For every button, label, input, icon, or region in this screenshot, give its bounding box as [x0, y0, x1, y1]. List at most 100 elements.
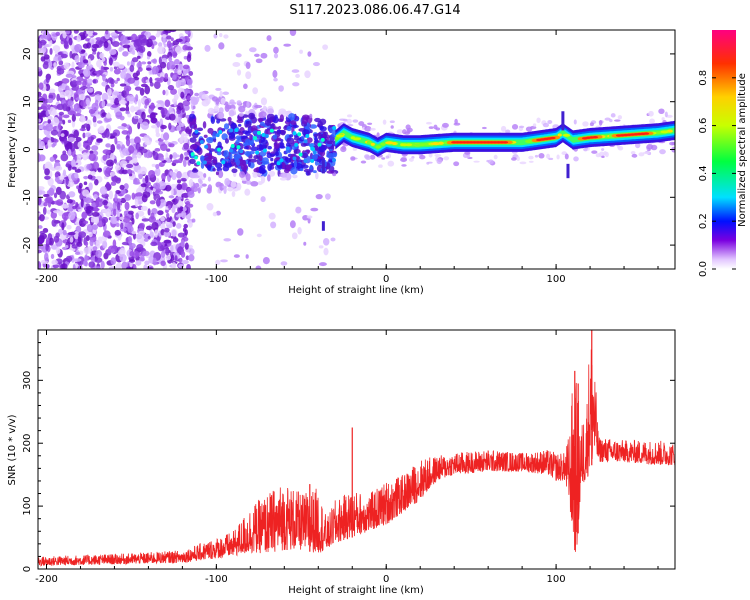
- spectrogram-transition-blob: [227, 187, 234, 192]
- spectrogram-noise-blob: [182, 207, 187, 212]
- spectrogram-noise-blob: [57, 123, 62, 130]
- spectrogram-transition-blob: [257, 181, 263, 186]
- spectrogram-hotspot: [229, 128, 234, 133]
- spectrogram-marks: [38, 30, 675, 269]
- spectrogram-noise-blob: [183, 151, 189, 156]
- spectrogram-noise-blob: [140, 61, 147, 65]
- spectrogram-transition-blob: [289, 30, 297, 36]
- spectrogram-halo-blob: [400, 157, 408, 163]
- spectrogram-noise-blob: [160, 76, 165, 81]
- spectrogram-transition-blob: [245, 173, 251, 181]
- spectrogram-halo-blob: [419, 155, 426, 160]
- spectrogram-transition-blob: [207, 107, 215, 115]
- spectrogram-noise-blob: [109, 78, 115, 85]
- spectrogram-noise-blob: [163, 239, 172, 244]
- spectrogram-noise-blob: [108, 49, 117, 55]
- spectrogram-noise-blob: [110, 215, 117, 224]
- spectrogram-noise-blob: [38, 225, 43, 229]
- spectrogram-noise-blob: [134, 115, 139, 120]
- spectrogram-noise-blob: [71, 80, 78, 87]
- spectrogram-transition-blob: [310, 207, 319, 212]
- spectrogram-transition-blob: [230, 158, 235, 163]
- spectrogram-noise-blob: [117, 30, 126, 33]
- spectrogram-noise-blob: [101, 81, 108, 87]
- spectrogram-transition-blob: [306, 137, 313, 143]
- spectrogram-noise-blob: [160, 216, 165, 222]
- spectrogram-noise-blob: [92, 246, 98, 251]
- spectrogram-transition-blob: [237, 123, 242, 127]
- spectrogram-noise-blob: [113, 66, 118, 70]
- snr-xtick-label: 100: [547, 574, 566, 585]
- spectrogram-noise-blob: [54, 165, 63, 171]
- spectrogram-noise-blob: [146, 67, 152, 71]
- spectrogram-noise-blob: [108, 57, 113, 66]
- spectrogram-noise-blob: [106, 88, 112, 97]
- spectrogram-noise-blob: [138, 45, 146, 54]
- spectrogram-noise-blob: [109, 152, 115, 161]
- spectrogram-noise-blob: [113, 91, 120, 96]
- spectrogram-halo-blob: [601, 148, 605, 151]
- spectrogram-transition-blob: [222, 185, 227, 189]
- spectrogram-noise-blob: [119, 216, 125, 220]
- spectrogram-halo-blob: [547, 119, 553, 125]
- spectrogram-noise-blob: [119, 184, 125, 190]
- spectrogram-transition-blob: [260, 138, 268, 145]
- spectrogram-noise-blob: [61, 78, 70, 84]
- spectrogram-noise-blob: [166, 212, 170, 219]
- spectrogram-noise-blob: [117, 234, 122, 241]
- spectrogram-transition-blob: [223, 238, 232, 242]
- spectrogram-transition-blob: [203, 134, 208, 138]
- spectrogram-halo-blob: [389, 120, 395, 124]
- spectrogram-noise-blob: [59, 190, 67, 200]
- spectrogram-noise-blob: [136, 152, 142, 159]
- spectrogram-halo-blob: [582, 121, 589, 127]
- spectrogram-noise-blob: [121, 130, 129, 135]
- spectrogram-peak: [592, 135, 599, 139]
- spectrogram-noise-blob: [88, 231, 93, 238]
- spectrogram-noise-blob: [172, 40, 180, 46]
- spectrogram-noise-blob: [38, 140, 43, 148]
- spectrogram-noise-blob: [144, 260, 150, 266]
- spectrogram-noise-blob: [125, 237, 129, 243]
- spectrogram-noise-blob: [183, 223, 188, 229]
- spectrogram-transition-blob: [200, 177, 206, 181]
- spectrogram-transition-blob: [286, 125, 292, 132]
- spectrogram-halo-blob: [367, 122, 373, 125]
- spectrogram-hotspot: [294, 142, 299, 147]
- spectrogram-noise-blob: [63, 138, 68, 145]
- spectrogram-noise-blob: [73, 129, 79, 139]
- spectrogram-halo-blob: [346, 118, 352, 124]
- spectrogram-transition-blob: [212, 211, 218, 217]
- spectrogram-noise-blob: [158, 56, 162, 65]
- spectrogram-transition-blob: [245, 71, 252, 80]
- spectrogram-noise-blob: [109, 171, 116, 177]
- spectrogram-transition-blob: [206, 203, 214, 211]
- spectrogram-noise-blob: [86, 78, 93, 84]
- spectrogram-noise-blob: [126, 163, 134, 169]
- spectrogram-transition-blob: [300, 142, 307, 147]
- spectrogram-noise-blob: [184, 30, 191, 35]
- spectrogram-ytick-label: -20: [22, 237, 33, 253]
- spectrogram-noise-blob: [144, 104, 148, 109]
- spectrogram-halo-blob: [650, 144, 658, 151]
- spectrogram-noise-blob: [74, 168, 82, 173]
- spectrogram-hotspot: [234, 128, 239, 133]
- spectrogram-noise-blob: [93, 194, 99, 199]
- spectrogram-noise-blob: [166, 35, 172, 40]
- spectrogram-halo-blob: [352, 147, 357, 151]
- spectrogram-noise-blob: [131, 217, 135, 225]
- spectrogram-noise-blob: [83, 175, 89, 180]
- spectrogram-transition-blob: [292, 82, 300, 87]
- spectrogram-noise-blob: [136, 109, 142, 115]
- spectrogram-ytick-label: -10: [22, 189, 33, 205]
- figure-title: S117.2023.086.06.47.G14: [289, 3, 460, 18]
- spectrogram-noise-blob: [61, 83, 66, 89]
- spectrogram-noise-blob: [171, 229, 177, 237]
- spectrogram-transition-blob: [286, 137, 295, 145]
- spectrogram-transition-blob: [268, 212, 276, 220]
- spectrogram-halo-blob: [595, 153, 601, 158]
- spectrogram-noise-blob: [180, 177, 187, 182]
- spectrogram-noise-blob: [76, 185, 80, 190]
- spectrogram-noise-blob: [38, 154, 46, 162]
